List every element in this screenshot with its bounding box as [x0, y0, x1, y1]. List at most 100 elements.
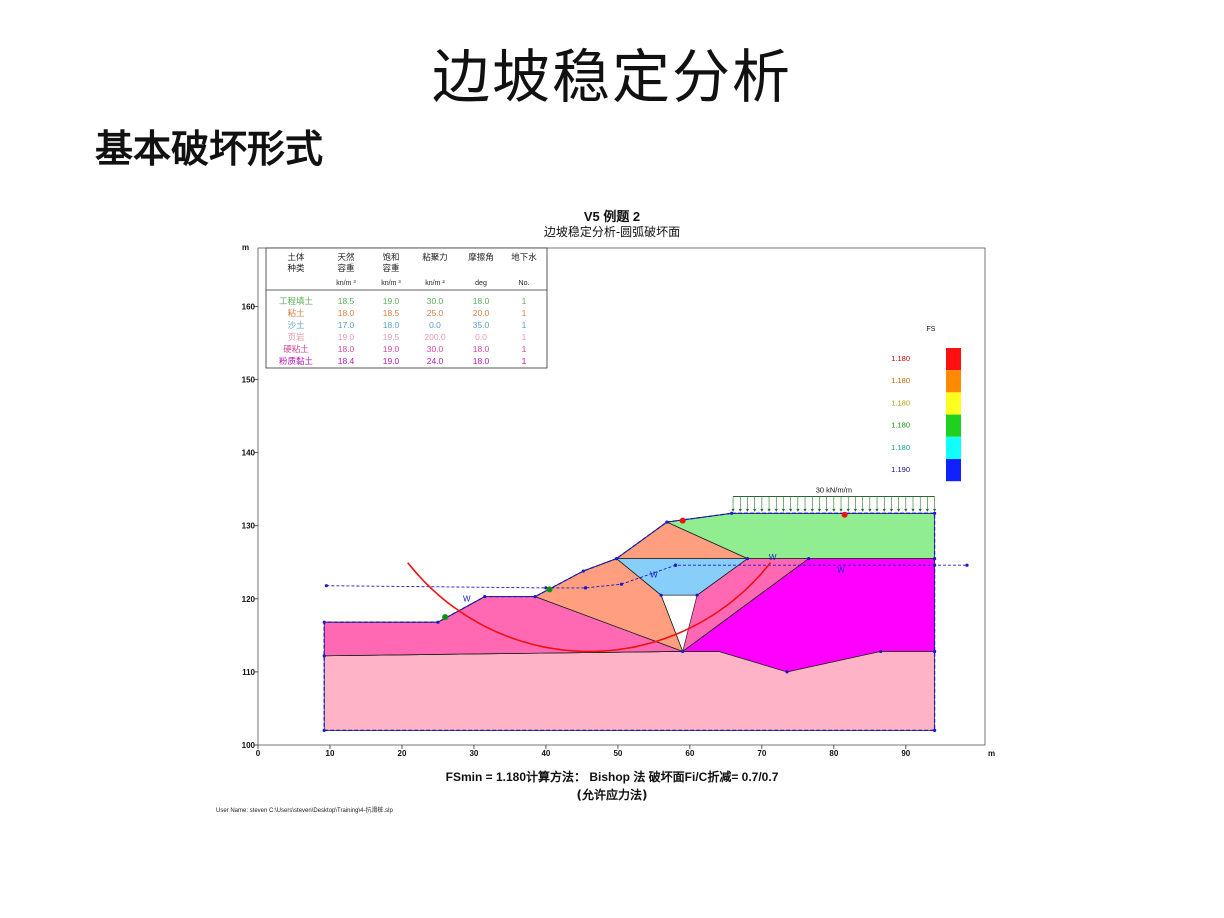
- load-arrowhead: [911, 508, 915, 512]
- table-value: 0.0: [429, 320, 441, 330]
- boundary-line: [666, 521, 748, 559]
- vertex-point: [933, 511, 937, 515]
- vertex-point: [695, 593, 699, 597]
- water-table-point: [965, 563, 969, 567]
- water-table-line: [326, 564, 967, 589]
- fs-legend-label: 1.180: [891, 421, 910, 430]
- boundary-line: [660, 595, 684, 652]
- load-arrowhead: [875, 508, 879, 512]
- slide-title: 边坡稳定分析: [431, 43, 792, 111]
- y-axis-label: m: [242, 243, 249, 252]
- table-value: 19.0: [338, 332, 355, 342]
- table-value: 30.0: [427, 344, 444, 354]
- table-material-name: 粘土: [287, 308, 305, 318]
- x-tick-label: 20: [398, 749, 407, 758]
- load-arrowhead: [810, 508, 814, 512]
- table-value: 19.0: [383, 296, 400, 306]
- water-table-point: [324, 584, 328, 588]
- load-arrowhead: [933, 508, 937, 512]
- table-header: 容重: [382, 263, 400, 273]
- fs-legend-title: FS: [927, 326, 936, 333]
- water-marker-label: W: [837, 566, 845, 575]
- table-unit: kn/m ²: [425, 280, 445, 287]
- table-value: 18.0: [338, 344, 355, 354]
- vertex-point: [581, 569, 585, 573]
- water-table-point: [583, 586, 588, 590]
- table-value: 1: [522, 344, 527, 354]
- y-tick-label: 150: [242, 376, 256, 385]
- boundary-line: [324, 651, 683, 657]
- vertex-point: [659, 593, 663, 597]
- x-tick-label: 50: [613, 749, 622, 758]
- fs-legend-label: 1.190: [891, 465, 910, 474]
- table-unit: deg: [475, 280, 487, 287]
- load-arrowhead: [897, 508, 901, 512]
- fs-legend-swatch: [946, 414, 961, 437]
- load-arrowhead: [781, 508, 786, 512]
- load-arrowhead: [825, 508, 829, 512]
- table-value: 18.0: [473, 296, 490, 306]
- boundary-line: [696, 558, 748, 596]
- vertex-point: [933, 728, 937, 732]
- x-tick-label: 40: [541, 749, 550, 758]
- table-value: 19.5: [383, 332, 400, 342]
- slide-subtitle: 基本破坏形式: [95, 127, 324, 171]
- water-marker-label: W: [769, 553, 777, 562]
- table-value: 18.0: [473, 344, 490, 354]
- fs-legend-swatch: [946, 348, 961, 371]
- table-value: 18.0: [473, 356, 490, 366]
- material-table-box: [265, 247, 548, 369]
- load-arrowhead: [753, 508, 757, 512]
- table-unit: kn/m ³: [336, 280, 356, 287]
- load-arrowhead: [789, 508, 793, 512]
- vertex-point: [322, 728, 326, 732]
- fs-legend-label: 1.180: [891, 354, 910, 363]
- model-boundary: [323, 512, 936, 732]
- water-table-point: [619, 582, 624, 586]
- load-arrowhead: [774, 508, 778, 512]
- water-table-point: [673, 563, 678, 567]
- y-tick-label: 120: [242, 595, 256, 604]
- y-tick-label: 130: [242, 522, 256, 531]
- load-arrowhead: [817, 508, 822, 512]
- table-material-name: 页岩: [287, 332, 305, 342]
- figure-title: V5 例题 2: [583, 209, 641, 224]
- table-value: 18.4: [338, 356, 355, 366]
- y-tick-label: 110: [242, 668, 255, 677]
- table-material-name: 工程填土: [279, 296, 314, 306]
- boundary-line: [616, 558, 662, 596]
- slip-surface-arc: [407, 562, 772, 653]
- table-value: 24.0: [427, 356, 444, 366]
- slip-entry-point: [546, 586, 553, 593]
- table-header: 地下水: [511, 252, 537, 262]
- load-arrowhead: [889, 508, 894, 512]
- table-header: 摩擦角: [468, 252, 494, 262]
- x-tick-label: 30: [469, 749, 478, 758]
- fs-summary-line: FSmin = 1.180计算方法： Bishop 法 破坏面Fi/C折减= 0…: [445, 770, 779, 784]
- y-tick-label: 160: [242, 302, 256, 311]
- vertex-point: [614, 557, 619, 561]
- table-value: 17.0: [338, 320, 355, 330]
- vertex-point: [807, 557, 811, 561]
- user-file-path: User Name: steven C:\Users\steven\Deskto…: [216, 808, 393, 814]
- load-arrowhead: [882, 508, 886, 512]
- load-arrowhead: [918, 508, 922, 512]
- load-label: 30 kN/m/m: [816, 486, 852, 495]
- table-value: 1: [522, 296, 527, 306]
- table-material-name: 沙土: [287, 320, 305, 330]
- x-tick-label: 70: [757, 749, 766, 758]
- table-value: 35.0: [473, 320, 490, 330]
- method-note: (允许应力法): [576, 788, 648, 802]
- vertex-point: [322, 654, 326, 658]
- table-value: 18.5: [383, 308, 400, 318]
- table-header: 粘聚力: [422, 252, 448, 262]
- load-arrowhead: [745, 508, 750, 512]
- fs-legend-label: 1.180: [891, 376, 910, 385]
- table-value: 1: [522, 332, 527, 342]
- fs-legend-swatch: [946, 370, 961, 393]
- slip-entry-point: [442, 614, 449, 621]
- slip-exit-point: [841, 511, 848, 518]
- vertex-point: [785, 670, 789, 674]
- x-tick-label: 0: [256, 749, 261, 758]
- vertex-point: [933, 649, 937, 654]
